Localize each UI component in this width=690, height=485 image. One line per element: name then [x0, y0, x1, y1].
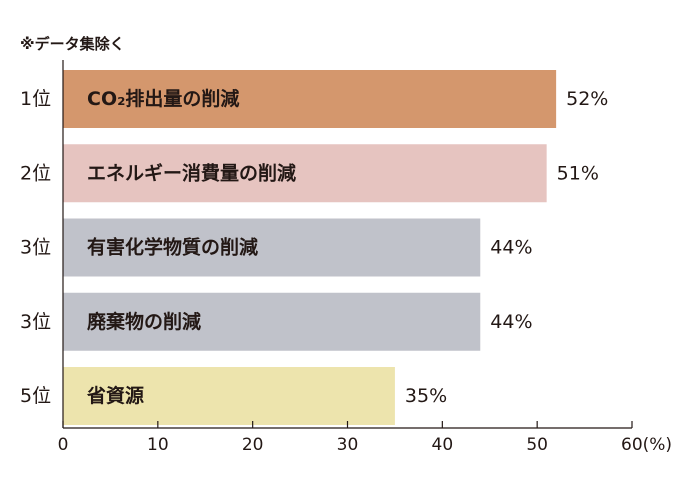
x-tick-label: 50: [526, 435, 548, 455]
category-label: 廃棄物の削減: [87, 310, 201, 333]
bar: [63, 218, 481, 277]
value-label: 35%: [405, 385, 447, 407]
bar: [63, 70, 557, 128]
value-label: 44%: [490, 237, 532, 259]
x-tick-label: 10: [147, 435, 169, 455]
value-label: 44%: [490, 311, 532, 333]
rank-label: 2位: [20, 162, 51, 184]
x-tick-label: 40: [432, 435, 454, 455]
bar: [63, 367, 395, 425]
x-tick-label: 30: [337, 435, 359, 455]
chart-note: ※データ集除く: [20, 35, 125, 53]
category-label: 有害化学物質の削減: [87, 236, 258, 259]
bar: [63, 292, 481, 351]
bar: [63, 144, 547, 203]
x-tick-label: 60(%): [621, 435, 672, 455]
rank-label: 5位: [20, 385, 51, 407]
x-tick-label: 0: [58, 435, 69, 455]
x-tick-label: 20: [242, 435, 264, 455]
value-label: 51%: [557, 162, 599, 184]
rank-label: 3位: [20, 237, 51, 259]
category-label: エネルギー消費量の削減: [87, 161, 296, 184]
category-label: CO₂排出量の削減: [87, 87, 239, 110]
value-label: 52%: [566, 88, 608, 110]
category-label: 省資源: [86, 384, 144, 407]
rank-label: 3位: [20, 311, 51, 333]
rank-label: 1位: [20, 88, 51, 110]
